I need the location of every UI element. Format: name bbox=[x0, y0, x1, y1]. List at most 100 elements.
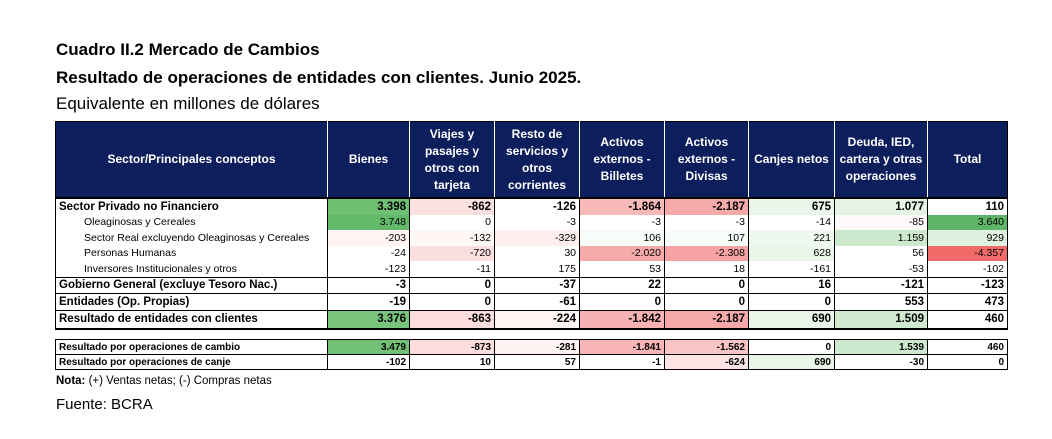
row-label: Personas Humanas bbox=[55, 245, 328, 261]
table-row: Oleaginosas y Cereales 3.748 0 -3 -3 -3 -14 -85… bbox=[55, 214, 1008, 230]
value-cell: 460 bbox=[927, 339, 1008, 355]
value-cell: -720 bbox=[409, 245, 495, 261]
summary-table-body: Resultado por operaciones de cambio 3.479… bbox=[55, 339, 1008, 370]
table-row: Entidades (Op. Propias) -19 0 -61 0 0 0 553 473 bbox=[55, 293, 1008, 310]
value-cell: 53 bbox=[579, 261, 665, 277]
value-cell: -85 bbox=[834, 214, 928, 230]
value-cell: 0 bbox=[748, 339, 835, 355]
value-cell: -123 bbox=[927, 276, 1008, 294]
value-cell: 1.509 bbox=[834, 309, 928, 330]
value-cell: 0 bbox=[748, 293, 835, 310]
value-cell: 175 bbox=[494, 261, 580, 277]
value-cell: -862 bbox=[409, 197, 495, 215]
value-cell: 0 bbox=[664, 293, 749, 310]
main-table-body: Sector Privado no Financiero 3.398 -862 -12… bbox=[55, 197, 1008, 330]
table-row: Sector Real excluyendo Oleaginosas y Cer… bbox=[55, 230, 1008, 246]
value-cell: 0 bbox=[409, 214, 495, 230]
table-title: Cuadro II.2 Mercado de Cambios bbox=[56, 40, 320, 59]
value-cell: 1.539 bbox=[834, 339, 928, 355]
row-label: Entidades (Op. Propias) bbox=[55, 293, 328, 310]
footnote-label: Nota: bbox=[56, 375, 86, 387]
value-cell: -1.841 bbox=[579, 339, 665, 355]
row-label: Resultado de entidades con clientes bbox=[55, 309, 328, 330]
value-cell: -224 bbox=[494, 309, 580, 330]
value-cell: -102 bbox=[327, 354, 410, 370]
footnote-text: (+) Ventas netas; (-) Compras netas bbox=[88, 375, 272, 387]
value-cell: -1 bbox=[579, 354, 665, 370]
header-cell: Total bbox=[927, 121, 1008, 198]
value-cell: -2.020 bbox=[579, 245, 665, 261]
value-cell: 30 bbox=[494, 245, 580, 261]
units-caption: Equivalente en millones de dólares bbox=[56, 94, 320, 113]
value-cell: 3.748 bbox=[327, 214, 410, 230]
value-cell: 3.376 bbox=[327, 309, 410, 330]
value-cell: 0 bbox=[927, 354, 1008, 370]
value-cell: 0 bbox=[579, 293, 665, 310]
value-cell: 18 bbox=[664, 261, 749, 277]
value-cell: 1.077 bbox=[834, 197, 928, 215]
value-cell: -873 bbox=[409, 339, 495, 355]
value-cell: -863 bbox=[409, 309, 495, 330]
value-cell: 106 bbox=[579, 230, 665, 246]
value-cell: 107 bbox=[664, 230, 749, 246]
header-cell: Sector/Principales conceptos bbox=[55, 121, 328, 198]
table-row: Resultado por operaciones de canje -102 10… bbox=[55, 354, 1008, 370]
value-cell: -24 bbox=[327, 245, 410, 261]
value-cell: 0 bbox=[409, 276, 495, 294]
value-cell: -1.864 bbox=[579, 197, 665, 215]
value-cell: 10 bbox=[409, 354, 495, 370]
value-cell: -1.562 bbox=[664, 339, 749, 355]
value-cell: 22 bbox=[579, 276, 665, 294]
table-row: Gobierno General (excluye Tesoro Nac.) -3… bbox=[55, 276, 1008, 294]
value-cell: -121 bbox=[834, 276, 928, 294]
value-cell: -3 bbox=[664, 214, 749, 230]
row-label: Inversores Institucionales y otros bbox=[55, 261, 328, 277]
value-cell: 929 bbox=[927, 230, 1008, 246]
value-cell: 1.159 bbox=[834, 230, 928, 246]
value-cell: -30 bbox=[834, 354, 928, 370]
value-cell: -11 bbox=[409, 261, 495, 277]
header-cell: Resto de servicios y otros corrientes bbox=[494, 121, 580, 198]
table-row: Personas Humanas -24 -720 30 -2.020 -2.308 628… bbox=[55, 245, 1008, 261]
row-label: Gobierno General (excluye Tesoro Nac.) bbox=[55, 276, 328, 294]
header-cell: Bienes bbox=[327, 121, 410, 198]
value-cell: -624 bbox=[664, 354, 749, 370]
value-cell: -14 bbox=[748, 214, 835, 230]
summary-table: Resultado por operaciones de cambio 3.479… bbox=[55, 339, 1008, 370]
value-cell: 473 bbox=[927, 293, 1008, 310]
value-cell: -3 bbox=[494, 214, 580, 230]
value-cell: 110 bbox=[927, 197, 1008, 215]
table-row: Inversores Institucionales y otros -123 -1… bbox=[55, 261, 1008, 277]
value-cell: 0 bbox=[664, 276, 749, 294]
value-cell: -126 bbox=[494, 197, 580, 215]
value-cell: -329 bbox=[494, 230, 580, 246]
table-row: Resultado de entidades con clientes 3.376… bbox=[55, 309, 1008, 330]
value-cell: 690 bbox=[748, 354, 835, 370]
source-line: Fuente: BCRA bbox=[56, 396, 153, 413]
value-cell: -132 bbox=[409, 230, 495, 246]
value-cell: 3.479 bbox=[327, 339, 410, 355]
value-cell: -2.187 bbox=[664, 197, 749, 215]
header-cell: Activos externos - Divisas bbox=[664, 121, 749, 198]
header-cell: Activos externos - Billetes bbox=[579, 121, 665, 198]
row-label: Oleaginosas y Cereales bbox=[55, 214, 328, 230]
row-label: Resultado por operaciones de canje bbox=[55, 354, 328, 370]
header-cell: Viajes y pasajes y otros con tarjeta bbox=[409, 121, 495, 198]
table-subtitle: Resultado de operaciones de entidades co… bbox=[56, 68, 582, 87]
value-cell: 690 bbox=[748, 309, 835, 330]
row-label: Resultado por operaciones de cambio bbox=[55, 339, 328, 355]
value-cell: -3 bbox=[579, 214, 665, 230]
value-cell: -203 bbox=[327, 230, 410, 246]
value-cell: -281 bbox=[494, 339, 580, 355]
row-label: Sector Real excluyendo Oleaginosas y Cer… bbox=[55, 230, 328, 246]
value-cell: 221 bbox=[748, 230, 835, 246]
value-cell: -37 bbox=[494, 276, 580, 294]
table-row: Sector Privado no Financiero 3.398 -862 -12… bbox=[55, 197, 1008, 215]
row-label: Sector Privado no Financiero bbox=[55, 197, 328, 215]
value-cell: 56 bbox=[834, 245, 928, 261]
value-cell: -19 bbox=[327, 293, 410, 310]
value-cell: 3.398 bbox=[327, 197, 410, 215]
value-cell: 57 bbox=[494, 354, 580, 370]
header-cell: Canjes netos bbox=[748, 121, 835, 198]
value-cell: -3 bbox=[327, 276, 410, 294]
